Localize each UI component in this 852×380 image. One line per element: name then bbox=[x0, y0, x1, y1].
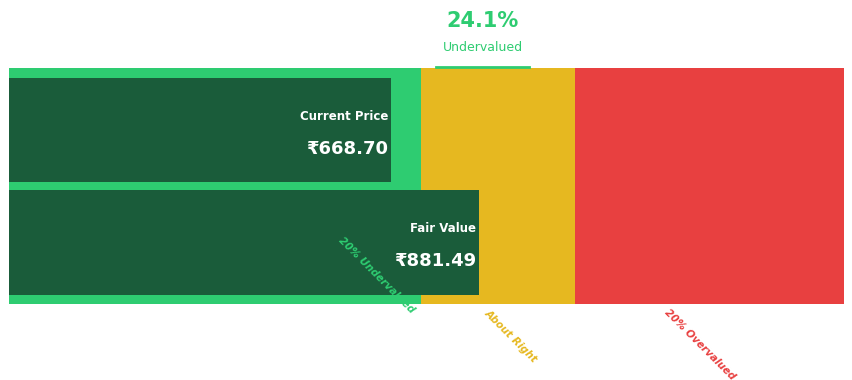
Bar bbox=[574, 68, 843, 304]
Text: Current Price: Current Price bbox=[299, 110, 388, 123]
Text: 20% Overvalued: 20% Overvalued bbox=[662, 308, 736, 380]
Text: Fair Value: Fair Value bbox=[409, 222, 475, 235]
Bar bbox=[420, 68, 574, 304]
Text: 20% Undervalued: 20% Undervalued bbox=[337, 235, 416, 315]
Text: Undervalued: Undervalued bbox=[442, 41, 522, 54]
Bar bbox=[9, 190, 479, 294]
Bar bbox=[9, 78, 391, 182]
Text: About Right: About Right bbox=[482, 308, 539, 364]
Text: ₹668.70: ₹668.70 bbox=[306, 140, 388, 158]
Bar bbox=[9, 68, 420, 304]
Text: 24.1%: 24.1% bbox=[446, 11, 518, 31]
Text: ₹881.49: ₹881.49 bbox=[393, 252, 475, 270]
